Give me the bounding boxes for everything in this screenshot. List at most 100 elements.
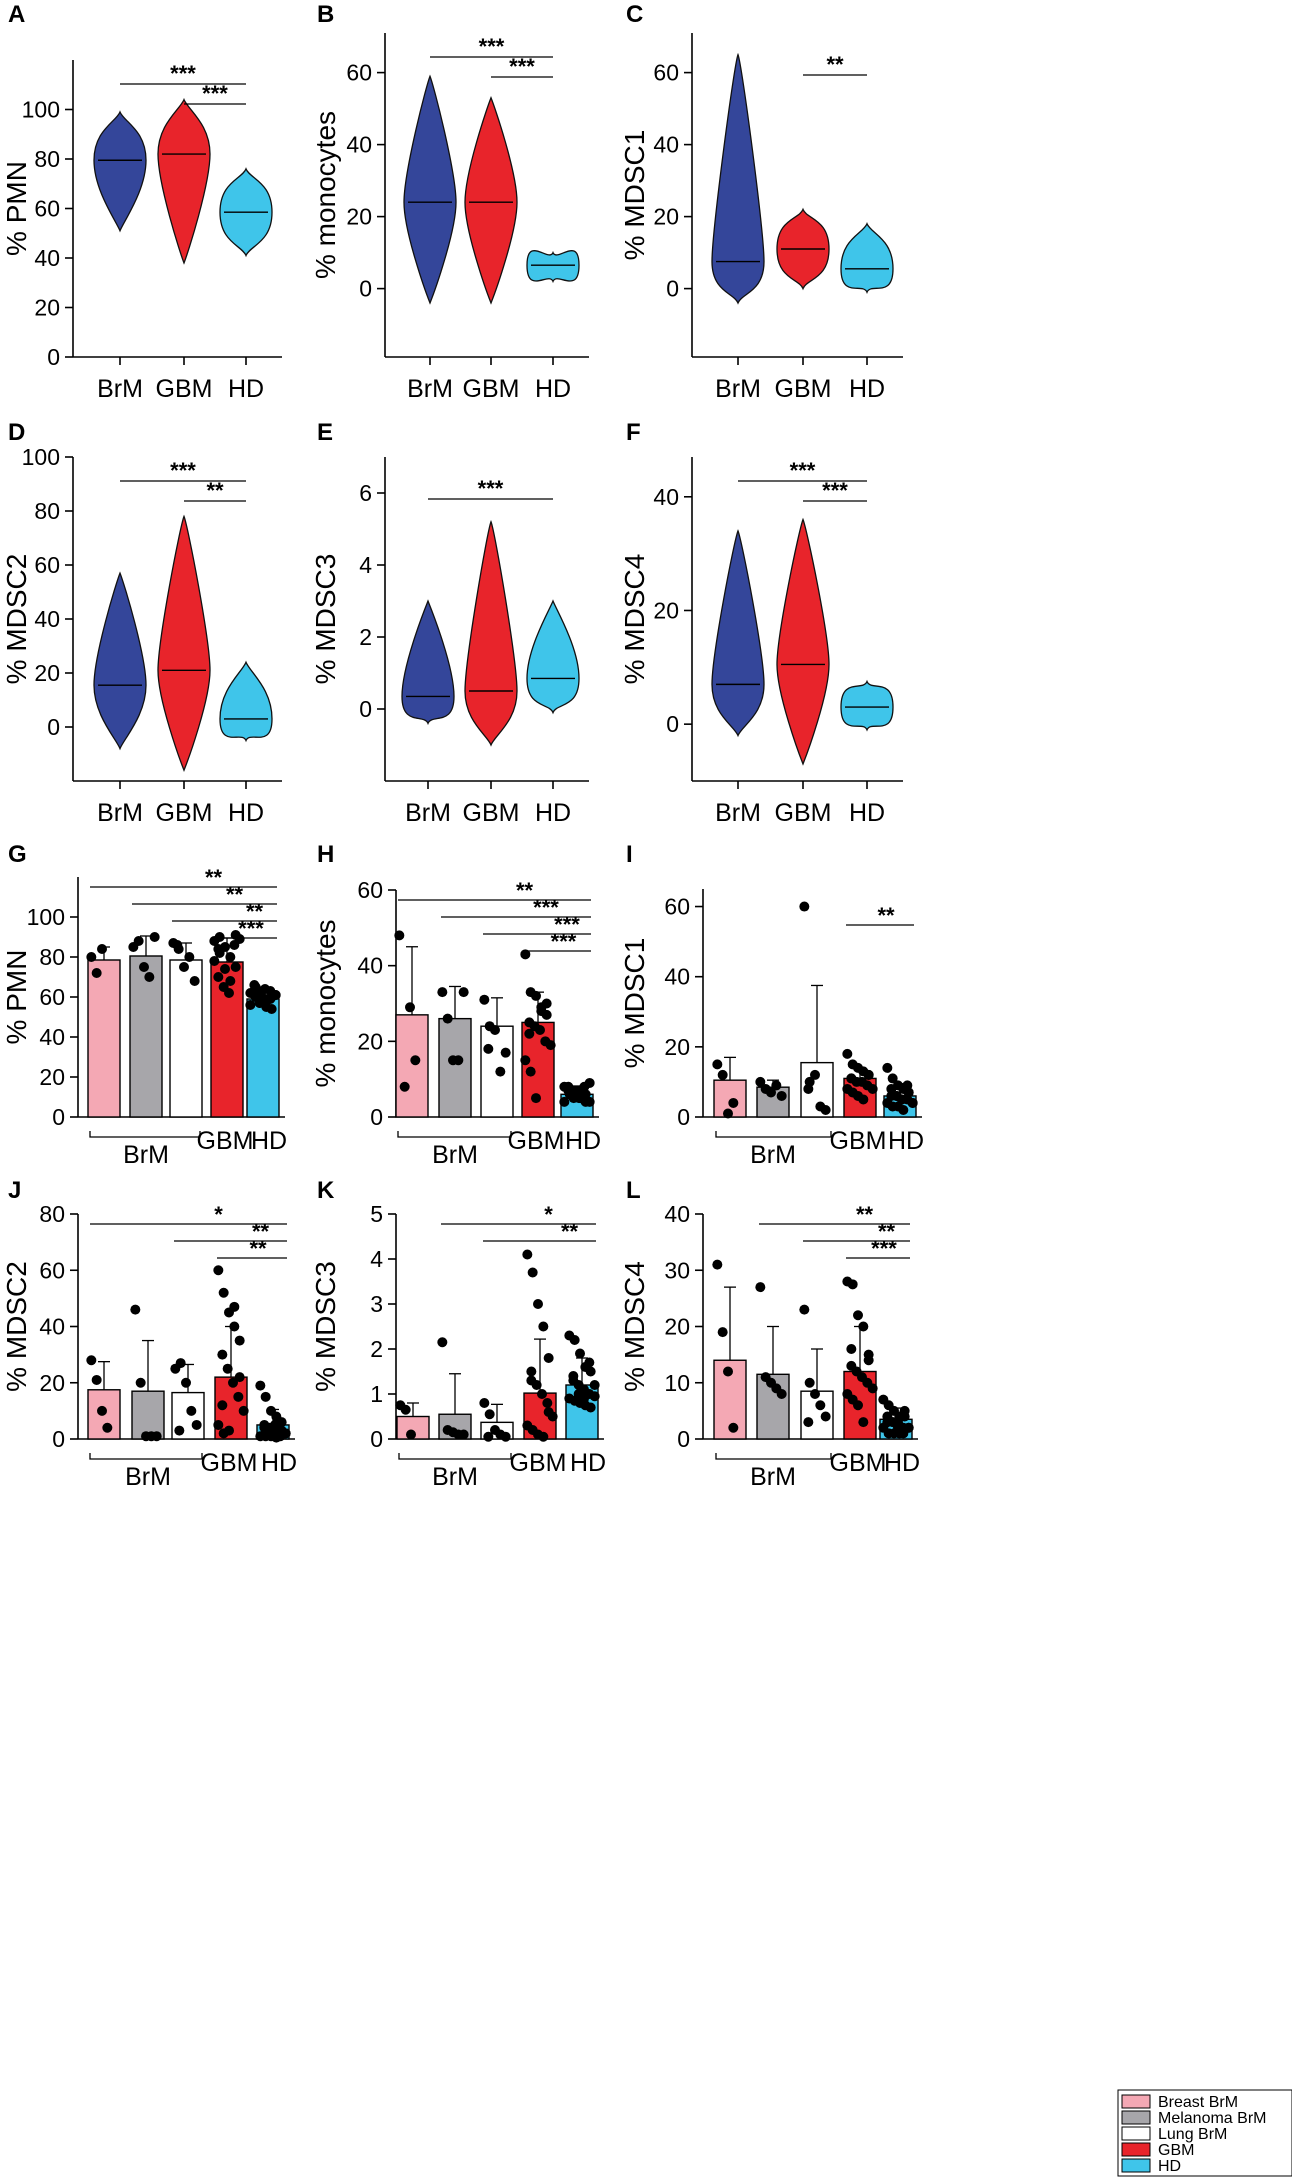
y-tick-label: 4 <box>359 552 372 578</box>
data-point <box>863 1355 874 1366</box>
data-point <box>184 952 195 962</box>
y-tick-label: 80 <box>34 146 60 172</box>
panel-label: C <box>626 1 643 28</box>
y-tick-label: 0 <box>52 1104 65 1130</box>
data-point <box>886 1083 897 1094</box>
y-tick-label: 80 <box>34 498 60 524</box>
data-point <box>723 1366 733 1377</box>
violin-gbm <box>776 517 830 766</box>
data-point <box>410 1055 421 1066</box>
y-axis-label: % MDSC1 <box>619 938 650 1069</box>
y-tick-label: 40 <box>357 953 383 979</box>
sig-label: ** <box>878 1219 896 1244</box>
data-point <box>526 1366 537 1377</box>
panel-E: E 0 2 4 6 % MDSC3 BrM GBM HD *** <box>310 419 589 827</box>
violin-gbm <box>464 520 518 747</box>
violin-hd <box>526 599 580 715</box>
data-point <box>213 944 224 954</box>
x-tick-label: GBM <box>156 375 213 403</box>
panel-label: G <box>8 841 27 868</box>
data-point <box>91 968 102 978</box>
data-point <box>525 1066 536 1077</box>
sig-label: ** <box>826 52 844 77</box>
sig-label: ** <box>249 1236 267 1261</box>
legend-swatch <box>1121 2126 1151 2141</box>
panel-I: I 0 20 40 60 % MDSC1 BrM GBM HD ** <box>619 841 924 1169</box>
data-point <box>799 901 810 912</box>
panel-C: C 0 20 40 60 % MDSC1 BrM GBM HD ** <box>619 1 903 403</box>
legend-swatch <box>1121 2110 1151 2125</box>
data-point <box>568 1093 579 1104</box>
y-tick-label: 0 <box>47 344 60 370</box>
y-tick-label: 3 <box>370 1291 383 1317</box>
data-point <box>776 1389 787 1399</box>
violin-hd <box>219 660 273 743</box>
panel-B: B 0 20 40 60% monocytes BrM GBM HD ****** <box>310 1 589 403</box>
bar <box>246 998 280 1118</box>
data-point <box>584 1096 595 1107</box>
bar <box>395 1014 429 1118</box>
data-point <box>91 1374 102 1385</box>
data-point <box>867 1383 878 1394</box>
y-tick-label: 20 <box>664 1034 690 1060</box>
y-tick-label: 60 <box>357 877 383 903</box>
panel-label: I <box>626 841 633 868</box>
data-point <box>458 1429 469 1440</box>
data-point <box>575 1348 585 1359</box>
data-point <box>589 1391 600 1402</box>
data-point <box>589 1380 600 1390</box>
y-tick-label: 20 <box>653 204 679 230</box>
sig-label: * <box>544 1202 553 1227</box>
data-point <box>804 1377 815 1388</box>
sig-label: ** <box>516 878 534 903</box>
data-point <box>270 1419 280 1430</box>
data-point <box>846 1344 857 1354</box>
x-label-brm: BrM <box>432 1463 478 1491</box>
data-point <box>238 1405 249 1416</box>
data-point <box>86 1355 97 1366</box>
violin-hd <box>526 250 580 284</box>
data-point <box>151 1431 162 1442</box>
legend-swatch <box>1121 2142 1151 2157</box>
data-point <box>858 1417 869 1428</box>
data-point <box>717 1069 728 1080</box>
y-tick-label: 40 <box>346 132 372 158</box>
x-label-brm: BrM <box>123 1141 169 1169</box>
y-tick-label: 1 <box>370 1381 383 1407</box>
data-point <box>260 1391 271 1402</box>
data-point <box>209 956 220 966</box>
x-tick-label: BrM <box>97 799 143 827</box>
panel-label: E <box>317 419 333 446</box>
y-tick-label: 0 <box>47 714 60 740</box>
x-tick-label: GBM <box>775 799 832 827</box>
data-point <box>584 1077 595 1088</box>
data-point <box>815 1400 826 1411</box>
y-tick-label: 60 <box>664 894 690 920</box>
sig-label: *** <box>551 929 577 954</box>
violin-hd <box>840 679 894 732</box>
brm-bracket <box>89 1453 203 1460</box>
y-tick-label: 60 <box>34 552 60 578</box>
y-tick-label: 0 <box>677 1426 690 1452</box>
data-point <box>224 1425 234 1436</box>
data-point <box>858 1094 869 1105</box>
y-tick-label: 40 <box>653 484 679 510</box>
data-point <box>842 1048 853 1059</box>
y-tick-label: 30 <box>664 1257 690 1283</box>
y-tick-label: 2 <box>359 624 372 650</box>
legend-label: Lung BrM <box>1158 2126 1227 2143</box>
x-label-hd: HD <box>888 1127 924 1155</box>
y-tick-label: 20 <box>653 597 679 623</box>
data-point <box>97 1405 107 1416</box>
data-point <box>755 1282 766 1293</box>
data-point <box>220 964 230 974</box>
sig-label: * <box>214 1202 223 1227</box>
x-label-gbm: GBM <box>830 1127 887 1155</box>
x-tick-label: GBM <box>156 799 213 827</box>
y-axis-label: % monocytes <box>310 111 341 279</box>
y-tick-label: 0 <box>370 1104 383 1130</box>
data-point <box>755 1076 766 1087</box>
